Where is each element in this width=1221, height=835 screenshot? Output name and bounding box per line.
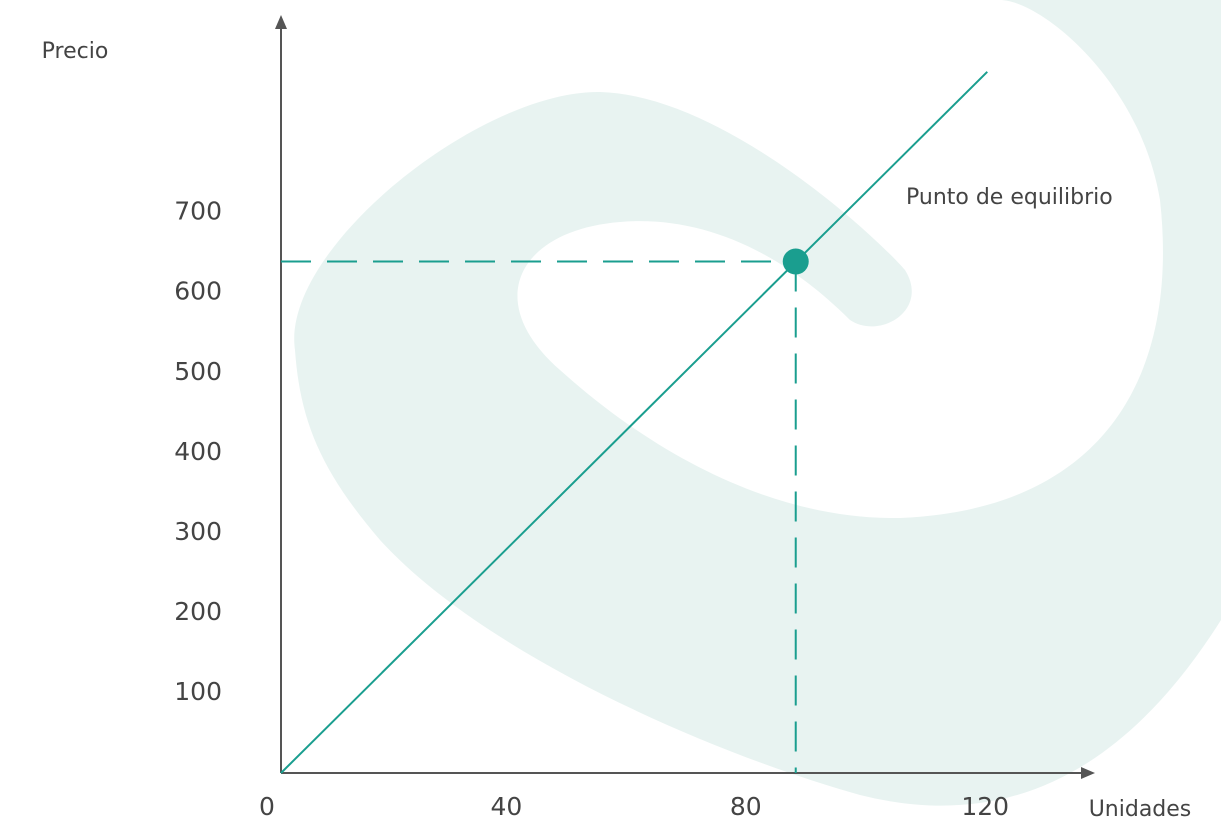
x-tick-label: 40	[491, 792, 523, 821]
x-axis-arrow	[1081, 767, 1095, 779]
x-axis-label: Unidades	[1089, 797, 1192, 822]
x-tick-label: 0	[259, 792, 275, 821]
equilibrium-point	[783, 249, 809, 275]
y-tick-label: 600	[174, 277, 222, 306]
equilibrium-label: Punto de equilibrio	[906, 185, 1113, 210]
y-tick-label: 500	[174, 357, 222, 386]
y-tick-label: 700	[174, 197, 222, 226]
y-tick-label: 200	[174, 597, 222, 626]
y-tick-label: 400	[174, 437, 222, 466]
chart: Precio Unidades 100 200 300 400 500 600 700 0 40…	[0, 0, 1221, 835]
y-axis-label: Precio	[42, 39, 109, 64]
y-tick-label: 100	[174, 677, 222, 706]
y-tick-label: 300	[174, 517, 222, 546]
y-axis-arrow	[275, 15, 287, 29]
x-tick-label: 80	[730, 792, 762, 821]
background-shape	[294, 0, 1221, 806]
x-tick-label: 120	[961, 792, 1009, 821]
